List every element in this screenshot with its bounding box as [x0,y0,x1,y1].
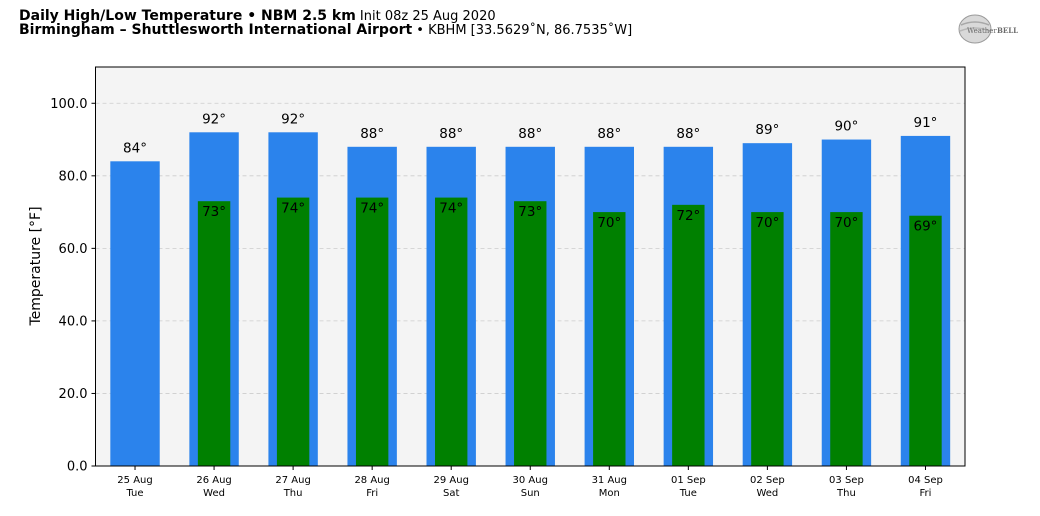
y-tick-label: 100.0 [50,97,87,112]
low-temp-bar [593,212,626,466]
chart-title-line: Daily High/Low Temperature • NBM 2.5 km … [19,8,496,25]
low-temp-bar [672,204,705,466]
low-temp-bar [830,212,863,466]
low-temp-label: 69° [914,219,938,235]
x-tick-date: 31 Aug [592,475,627,486]
y-axis: 0.0 20.0 40.0 60.0 80.0 100.0 [50,97,96,475]
x-tick-day: Fri [920,488,932,499]
x-tick-date: 04 Sep [908,475,943,486]
low-temp-label: 70° [755,215,779,231]
x-tick-day: Thu [283,488,303,499]
x-tick-date: 26 Aug [196,475,231,486]
low-temp-label: 73° [202,204,226,220]
high-temp-bar [110,161,160,467]
low-temp-label: 74° [439,201,463,217]
weatherbell-logo: Weather BELL [958,14,1018,44]
high-temp-label: 90° [834,119,858,135]
bar-value-labels: 84° 92° 73° 92° 74° 88° 74° 88° 74° 88° 73° 88° 70° 8… [123,111,937,234]
x-tick-day: Thu [836,488,856,499]
low-temp-bar [276,197,310,466]
high-temp-label: 84° [123,140,147,156]
low-temp-bar [435,197,468,466]
low-temp-bar [514,201,547,466]
chart-title: Daily High/Low Temperature • NBM 2.5 km [19,8,356,24]
x-tick-date: 01 Sep [671,475,706,486]
high-temp-label: 92° [281,111,305,127]
x-tick-date: 30 Aug [513,475,548,486]
low-temp-label: 70° [597,215,621,231]
low-temp-bar [355,197,389,466]
x-tick-day: Tue [679,488,697,499]
station-coordinates: • KBHM [33.5629˚N, 86.7535˚W] [412,23,633,38]
high-temp-label: 88° [518,126,542,142]
high-temp-label: 88° [676,126,700,142]
logo-text-bell: BELL [997,26,1018,35]
high-temp-label: 88° [360,126,384,142]
y-tick-label: 20.0 [59,387,88,402]
x-tick-day: Sun [521,488,540,499]
low-temp-label: 74° [281,201,305,217]
y-tick-label: 40.0 [59,314,88,329]
low-temp-label: 72° [676,208,700,224]
logo-text-weather: Weather [967,27,997,35]
x-tick-day: Wed [203,488,225,499]
high-temp-label: 88° [439,126,463,142]
high-temp-label: 91° [914,115,938,131]
x-tick-day: Wed [756,488,778,499]
x-tick-day: Mon [599,488,620,499]
high-temp-label: 92° [202,111,226,127]
x-tick-date: 25 Aug [117,475,152,486]
x-tick-date: 03 Sep [829,475,864,486]
low-temp-label: 73° [518,204,542,220]
x-tick-day: Tue [125,488,143,499]
y-tick-label: 80.0 [59,169,88,184]
low-temp-label: 70° [834,215,858,231]
x-tick-date: 29 Aug [433,475,468,486]
y-axis-label: Temperature [°F] [28,206,44,326]
high-temp-label: 88° [597,126,621,142]
location-line: Birmingham – Shuttlesworth International… [19,22,633,39]
x-axis: 25 Aug Tue 26 Aug Wed 27 Aug Thu 28 Aug Fri 29 A… [117,466,943,499]
x-tick-date: 27 Aug [275,475,310,486]
x-tick-day: Fri [366,488,378,499]
x-tick-date: 02 Sep [750,475,785,486]
low-temp-bars [197,197,942,466]
y-tick-label: 60.0 [59,242,88,257]
low-temp-bar [197,201,231,466]
init-time: Init 08z 25 Aug 2020 [355,9,496,24]
low-temp-bar [909,215,942,466]
x-tick-day: Sat [443,488,459,499]
x-tick-date: 28 Aug [354,475,389,486]
high-temp-label: 89° [755,122,779,138]
y-tick-label: 0.0 [67,460,88,475]
location-name: Birmingham – Shuttlesworth International… [19,22,413,38]
low-temp-label: 74° [360,201,384,217]
low-temp-bar [751,212,784,466]
